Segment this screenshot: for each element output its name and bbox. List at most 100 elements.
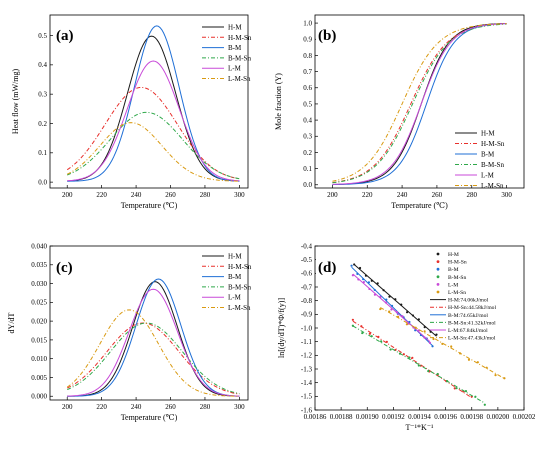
heat-flow-line-b-m-sn <box>67 111 240 180</box>
data-point-h-m-sn <box>453 387 456 390</box>
dy-dt-line-b-m-sn <box>67 322 240 395</box>
data-point-l-m <box>351 274 354 277</box>
y-tick-label: -1.5 <box>301 393 313 401</box>
data-point-b-m-sn <box>380 340 383 343</box>
data-point-l-m <box>357 278 360 281</box>
x-tick-label: 0.00192 <box>382 413 405 421</box>
legend-label: B-M <box>448 267 459 273</box>
data-point-l-m <box>384 301 388 304</box>
y-tick-label: -1.2 <box>301 352 313 360</box>
legend-marker <box>436 283 440 286</box>
y-tick-label: 0.005 <box>31 374 47 382</box>
y-tick-label: 0.9 <box>303 36 312 44</box>
legend-label: L-M-Sn <box>228 304 251 312</box>
data-point-l-m-sn <box>388 310 391 313</box>
data-point-l-m-sn <box>405 323 408 326</box>
data-point-h-m <box>411 314 415 317</box>
mole-fraction-line-l-m <box>332 23 507 185</box>
legend-label: B-M-Sn:41.32kJ/mol <box>448 320 496 326</box>
legend-label: H-M <box>481 130 495 138</box>
legend-label: L-M:67.84kJ/mol <box>448 328 488 334</box>
panel-label-background <box>316 27 342 44</box>
data-point-l-m <box>390 308 393 311</box>
panel-label-background <box>316 259 342 276</box>
data-point-l-m <box>423 336 426 339</box>
y-tick-label: 0.5 <box>38 32 47 40</box>
data-point-l-m-sn <box>503 377 506 380</box>
plot-frame <box>314 14 525 189</box>
data-point-b-m-sn <box>361 331 364 335</box>
legend-label: H-M-Sn <box>448 260 467 266</box>
data-point-l-m <box>368 287 371 291</box>
legend-label: H-M:74.06kJ/mol <box>448 298 489 304</box>
y-tick-label: 0.000 <box>31 393 47 401</box>
data-point-h-m-sn <box>411 356 414 359</box>
data-point-l-m <box>379 295 382 298</box>
data-point-b-m <box>367 281 371 284</box>
data-point-l-m-sn <box>467 358 471 361</box>
data-point-b-m <box>431 345 434 348</box>
x-tick-label: 280 <box>467 191 478 199</box>
data-point-l-m-sn <box>432 337 435 341</box>
data-point-h-m <box>417 318 420 321</box>
x-tick-label: 200 <box>62 191 73 199</box>
x-tick-label: 300 <box>501 191 512 199</box>
x-tick-label: 0.00200 <box>487 413 510 421</box>
data-point-l-m <box>401 315 404 318</box>
y-tick-label: 0.7 <box>303 68 312 76</box>
data-point-h-m <box>423 326 426 329</box>
x-tick-label: 260 <box>165 403 176 411</box>
data-point-h-m-sn <box>351 318 354 321</box>
fit-line-l-m-sn <box>380 307 505 380</box>
x-axis-label: Temperature (℃) <box>121 201 178 210</box>
x-tick-label: 280 <box>200 403 211 411</box>
data-point-l-m-sn <box>414 326 417 329</box>
y-tick-label: 0.3 <box>38 91 47 99</box>
legend-marker <box>436 260 440 263</box>
x-tick-label: 220 <box>362 191 373 199</box>
data-point-b-m-sn <box>427 369 430 373</box>
fit-line-l-m <box>352 273 431 343</box>
data-point-b-m <box>390 304 394 307</box>
dy-dt-line-l-m <box>67 288 240 397</box>
legend-label: L-M <box>481 172 495 180</box>
x-tick-label: 0.00202 <box>513 413 536 421</box>
y-tick-label: 0.030 <box>31 280 47 288</box>
heat-flow-line-l-m <box>67 60 240 182</box>
legend-label: H-M-Sn <box>228 263 252 271</box>
heat-flow-line-b-m <box>67 25 240 182</box>
data-point-h-m <box>435 333 438 336</box>
y-tick-label: 0.4 <box>38 61 47 69</box>
panel-c-dy-dt: 200 220 240 260 280 300 0.000 0.005 0.010 0.015 0.… <box>7 242 252 422</box>
dy-dt-line-l-m-sn <box>66 309 240 397</box>
plot-frame <box>49 14 249 189</box>
panel-label: (a) <box>56 28 74 44</box>
y-tick-label: 0.040 <box>31 242 47 250</box>
data-point-b-m <box>385 298 388 301</box>
y-tick-label: -0.6 <box>301 270 313 278</box>
data-point-b-m <box>408 320 411 324</box>
y-tick-label: -1.6 <box>301 406 313 414</box>
data-point-h-m <box>370 279 373 282</box>
data-point-b-m-sn <box>398 352 402 355</box>
data-point-h-m <box>364 274 368 277</box>
panel-b-mole-fraction: 200 220 240 260 280 300 0.0 0.1 0.2 0.3 0.4 0.5 0.6 0… <box>274 14 525 210</box>
legend-label: B-M <box>228 44 242 52</box>
data-point-h-m <box>400 303 403 306</box>
data-point-b-m-sn <box>483 403 486 406</box>
x-tick-label: 300 <box>234 403 245 411</box>
legend-label: B-M-Sn <box>448 275 467 281</box>
x-tick-label: 220 <box>96 403 107 411</box>
y-tick-label: -0.4 <box>301 242 313 250</box>
y-tick-label: -1.3 <box>301 365 313 373</box>
y-tick-label: 0.0 <box>38 179 47 187</box>
legend-label: L-M-Sn <box>228 75 251 83</box>
y-tick-label: 0.035 <box>31 261 47 269</box>
legend-label: B-M-Sn <box>228 283 251 291</box>
data-point-h-m-sn <box>402 353 405 356</box>
legend-label: L-M <box>228 294 242 302</box>
x-axis-label: Temperature (℃) <box>121 413 178 422</box>
data-point-b-m <box>373 288 376 292</box>
y-tick-label: 0.0 <box>303 181 312 189</box>
dy-dt-line-h-m <box>67 281 240 397</box>
